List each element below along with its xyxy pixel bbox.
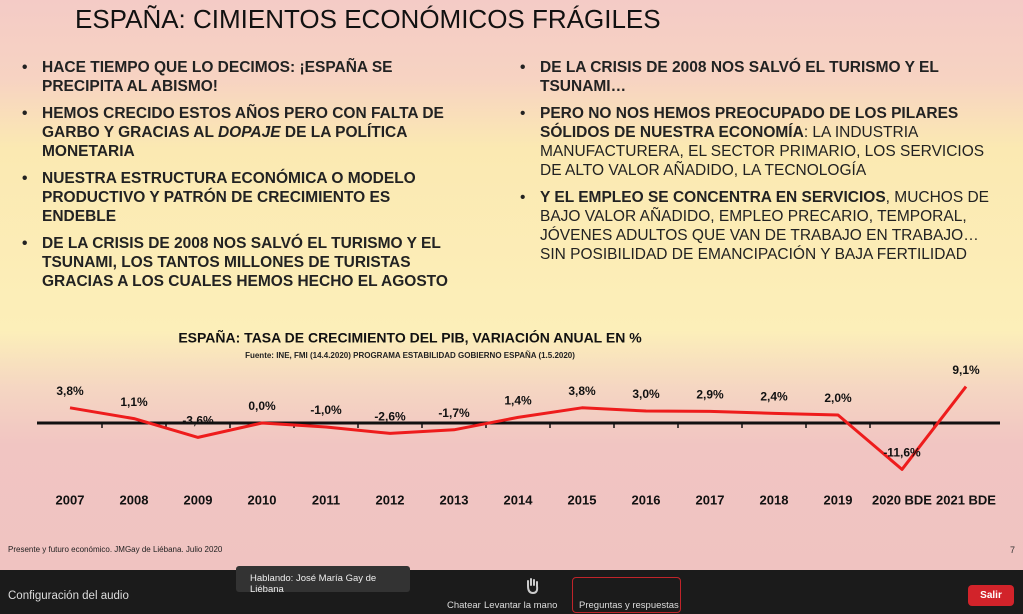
x-tick-label: 2014 bbox=[504, 492, 534, 507]
x-tick-label: 2009 bbox=[184, 492, 213, 507]
bullet-text: HACE TIEMPO QUE LO DECIMOS: ¡ESPAÑA SE P… bbox=[42, 59, 393, 95]
value-label: -1,0% bbox=[310, 403, 342, 417]
x-tick-label: 2007 bbox=[56, 492, 85, 507]
bullet-text: PERO NO NOS HEMOS PREOCUPADO DE LOS PILA… bbox=[540, 105, 959, 141]
slide: ESPAÑA: CIMIENTOS ECONÓMICOS FRÁGILES HA… bbox=[0, 0, 1023, 570]
value-label: 2,0% bbox=[824, 391, 852, 405]
bullet: DE LA CRISIS DE 2008 NOS SALVÓ EL TURISM… bbox=[22, 234, 467, 291]
slide-footer: Presente y futuro económico. JMGay de Li… bbox=[8, 545, 223, 554]
speaker-indicator: Hablando: José María Gay de Liébana bbox=[236, 566, 410, 595]
right-column: DE LA CRISIS DE 2008 NOS SALVÓ EL TURISM… bbox=[520, 58, 990, 272]
value-label: 2,9% bbox=[696, 388, 724, 402]
hand-icon bbox=[527, 578, 539, 594]
x-tick-label: 2013 bbox=[440, 492, 469, 507]
bullet: NUESTRA ESTRUCTURA ECONÓMICA O MODELO PR… bbox=[22, 169, 467, 226]
value-label: 3,8% bbox=[568, 384, 596, 398]
bullet-text: NUESTRA ESTRUCTURA ECONÓMICA O MODELO PR… bbox=[42, 170, 416, 225]
bullet-text: , MUCHOS DE BAJO VALOR AÑADIDO, EMPLEO P… bbox=[540, 189, 990, 263]
x-tick-label: 2018 bbox=[760, 492, 789, 507]
x-tick-label: 2011 bbox=[312, 492, 340, 507]
x-tick-label: 2010 bbox=[248, 492, 277, 507]
bullet-text: DE LA CRISIS DE 2008 NOS SALVÓ EL TURISM… bbox=[42, 235, 448, 290]
bullet-text: DOPAJE bbox=[217, 124, 281, 141]
value-label: 2,4% bbox=[760, 390, 788, 404]
bullet-text: DE LA CRISIS DE 2008 NOS SALVÓ EL TURISM… bbox=[540, 59, 939, 95]
bullet: Y EL EMPLEO SE CONCENTRA EN SERVICIOS, M… bbox=[520, 188, 990, 264]
x-tick-label: 2017 bbox=[696, 492, 725, 507]
x-tick-label: 2020 BDE bbox=[872, 492, 932, 507]
leave-button[interactable]: Salir bbox=[968, 585, 1014, 606]
chat-button[interactable]: Chatear bbox=[447, 600, 481, 611]
value-label: 1,4% bbox=[504, 394, 532, 408]
qa-label: Preguntas y respuestas bbox=[579, 600, 679, 611]
bullet-text: DE LA POLÍTICA MONETARIA bbox=[42, 124, 407, 160]
chart: ESPAÑA: TASA DE CRECIMIENTO DEL PIB, VAR… bbox=[56, 329, 996, 507]
value-label: -2,6% bbox=[374, 410, 406, 424]
x-tick-label: 2019 bbox=[824, 492, 853, 507]
audio-settings[interactable]: Configuración del audio bbox=[8, 590, 129, 602]
x-tick-label: 2012 bbox=[376, 492, 405, 507]
bullet: DE LA CRISIS DE 2008 NOS SALVÓ EL TURISM… bbox=[520, 58, 990, 96]
value-label: 3,8% bbox=[56, 384, 84, 398]
page-number: 7 bbox=[1010, 545, 1016, 555]
bullet-text: : LA INDUSTRIA MANUFACTURERA, EL SECTOR … bbox=[540, 124, 985, 179]
bullet-text: HEMOS CRECIDO ESTOS AÑOS PERO CON FALTA … bbox=[42, 105, 444, 141]
x-tick-label: 2016 bbox=[632, 492, 661, 507]
raise-hand-button[interactable]: Levantar la mano bbox=[484, 600, 558, 611]
bullet: PERO NO NOS HEMOS PREOCUPADO DE LOS PILA… bbox=[520, 104, 990, 180]
value-label: 1,1% bbox=[120, 395, 148, 409]
chart-subtitle: Fuente: INE, FMI (14.4.2020) PROGRAMA ES… bbox=[245, 351, 575, 360]
value-label: -1,7% bbox=[438, 406, 470, 420]
value-label: -3,6% bbox=[182, 414, 214, 428]
value-label: -11,6% bbox=[883, 446, 921, 460]
value-label: 0,0% bbox=[248, 399, 276, 413]
value-label: 3,0% bbox=[632, 387, 660, 401]
chart-title: ESPAÑA: TASA DE CRECIMIENTO DEL PIB, VAR… bbox=[178, 329, 642, 346]
x-tick-label: 2008 bbox=[120, 492, 149, 507]
slide-title: ESPAÑA: CIMIENTOS ECONÓMICOS FRÁGILES bbox=[75, 4, 661, 34]
x-tick-label: 2015 bbox=[568, 492, 597, 507]
bullet: HACE TIEMPO QUE LO DECIMOS: ¡ESPAÑA SE P… bbox=[22, 58, 467, 96]
data-line bbox=[69, 385, 968, 471]
bullet-text: Y EL EMPLEO SE CONCENTRA EN SERVICIOS bbox=[540, 189, 886, 206]
speaker-text: Hablando: José María Gay de Liébana bbox=[250, 573, 377, 595]
bullet: HEMOS CRECIDO ESTOS AÑOS PERO CON FALTA … bbox=[22, 104, 467, 161]
leave-label: Salir bbox=[980, 590, 1002, 601]
qa-button[interactable]: Preguntas y respuestas bbox=[572, 577, 681, 613]
left-column: HACE TIEMPO QUE LO DECIMOS: ¡ESPAÑA SE P… bbox=[22, 58, 467, 299]
x-tick-label: 2021 BDE bbox=[936, 492, 996, 507]
value-label: 9,1% bbox=[952, 363, 980, 377]
